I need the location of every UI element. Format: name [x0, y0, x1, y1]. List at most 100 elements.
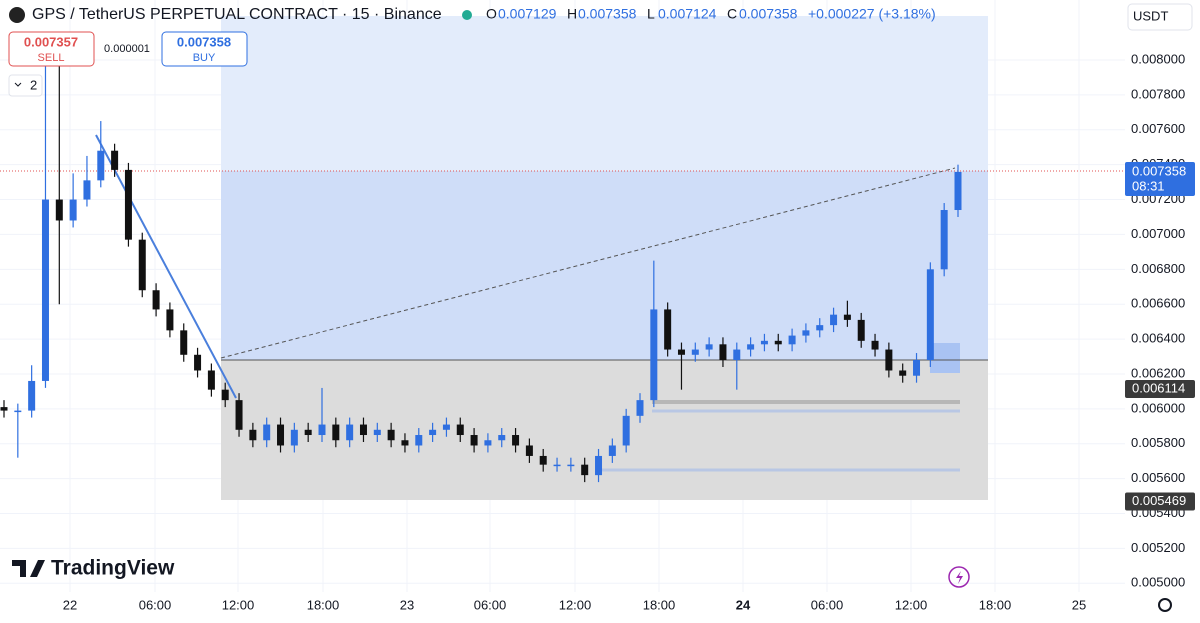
candle-body [705, 344, 713, 350]
symbol-title: GPS / TetherUS PERPETUAL CONTRACT · 15 ·… [32, 6, 442, 23]
brand[interactable]: TradingView [51, 557, 175, 580]
candle-body [429, 429, 437, 436]
candle-body [691, 349, 699, 355]
y-tick-label: 0.005000 [1131, 575, 1185, 590]
sell-price: 0.007357 [24, 34, 78, 49]
candle-body [207, 370, 215, 390]
indicator-toggle[interactable] [8, 74, 43, 97]
candle-body [525, 445, 533, 456]
bolt-icon [956, 571, 963, 584]
candle-body [636, 400, 644, 416]
candle-body [816, 325, 824, 331]
spread: 0.000001 [104, 43, 150, 55]
candle-body [567, 464, 575, 467]
axes: 0.0050000.0052000.0054000.0056000.005800… [63, 51, 1195, 612]
candle-body [456, 424, 464, 436]
candle-body [346, 424, 354, 441]
currency: USDT [1133, 8, 1168, 23]
candle-body [871, 340, 879, 350]
y-tick-label: 0.007000 [1131, 226, 1185, 241]
x-tick-label: 23 [400, 597, 414, 612]
x-tick-label: 24 [736, 597, 751, 612]
candle-body [111, 150, 119, 170]
candle-body [401, 440, 409, 446]
x-tick-label: 12:00 [895, 597, 928, 612]
x-tick-label: 25 [1072, 597, 1086, 612]
profit-zone [221, 171, 988, 360]
candle-body [221, 389, 229, 401]
buy-label: BUY [193, 52, 216, 64]
y-tick-label: 0.007600 [1131, 121, 1185, 136]
status-dot [462, 10, 472, 20]
chevron-icon [14, 82, 22, 87]
indicator-count: 2 [30, 77, 37, 92]
candle-body [152, 290, 160, 310]
ohlc-label: H [567, 6, 577, 22]
y-tick-label: 0.005200 [1131, 540, 1185, 555]
candle-body [747, 344, 755, 350]
y-tick-label: 0.006600 [1131, 296, 1185, 311]
ohlc-value: 0.007129 [498, 6, 557, 22]
brand-logo [12, 560, 45, 577]
candle-body [28, 380, 36, 411]
candle-body [387, 429, 395, 441]
target-zone [221, 16, 988, 171]
candle-body [194, 354, 202, 371]
candle-body [304, 429, 312, 436]
candle-body [733, 349, 741, 361]
candle-body [484, 440, 492, 446]
candle-body [263, 424, 271, 441]
candle-body [166, 309, 174, 331]
candle-body [830, 314, 838, 326]
currency-button[interactable] [1127, 3, 1193, 31]
level-badge [1125, 379, 1195, 398]
buy-button[interactable] [161, 31, 248, 67]
candle-body [512, 435, 520, 446]
candle-body [332, 424, 340, 441]
sell-button[interactable] [8, 31, 95, 67]
candle-body [677, 349, 685, 355]
y-tick-label: 0.006200 [1131, 365, 1185, 380]
candle-body [788, 335, 796, 345]
candle-body [719, 344, 727, 361]
last-price: 0.007358 [1132, 163, 1186, 178]
candle-body [595, 455, 603, 476]
level-badge [1125, 492, 1195, 511]
ohlc-value: 0.007124 [658, 6, 717, 22]
candle-body [954, 171, 962, 211]
alert-icon[interactable] [948, 566, 970, 588]
x-tick-label: 18:00 [307, 597, 340, 612]
candle-body [650, 309, 658, 401]
x-tick-label: 18:00 [643, 597, 676, 612]
candle-body [843, 314, 851, 320]
ohlc-value: 0.007358 [578, 6, 637, 22]
x-tick-label: 06:00 [811, 597, 844, 612]
candle-body [539, 455, 547, 465]
candle-body [249, 429, 257, 441]
countdown: 08:31 [1132, 178, 1165, 193]
candle-body [180, 330, 188, 355]
marker-box [930, 343, 960, 373]
candle-body [235, 400, 243, 430]
settings-icon[interactable] [1158, 598, 1172, 612]
candle-body [69, 199, 77, 221]
x-tick-label: 06:00 [474, 597, 507, 612]
candle-body [608, 445, 616, 456]
y-tick-label: 0.005800 [1131, 435, 1185, 450]
candle-body [318, 424, 326, 436]
candle-body [926, 269, 934, 361]
candle-body [581, 464, 589, 476]
sell-label: SELL [38, 52, 65, 64]
candle-body [774, 340, 782, 345]
ohlc-label: C [727, 6, 737, 22]
x-tick-label: 06:00 [139, 597, 172, 612]
y-tick-label: 0.007800 [1131, 86, 1185, 101]
y-tick-label: 0.006000 [1131, 400, 1185, 415]
x-tick-label: 18:00 [979, 597, 1012, 612]
candle-body [498, 435, 506, 441]
ohlc-value: 0.007358 [739, 6, 798, 22]
trend-dashed [220, 167, 956, 359]
candle-body [913, 360, 921, 376]
